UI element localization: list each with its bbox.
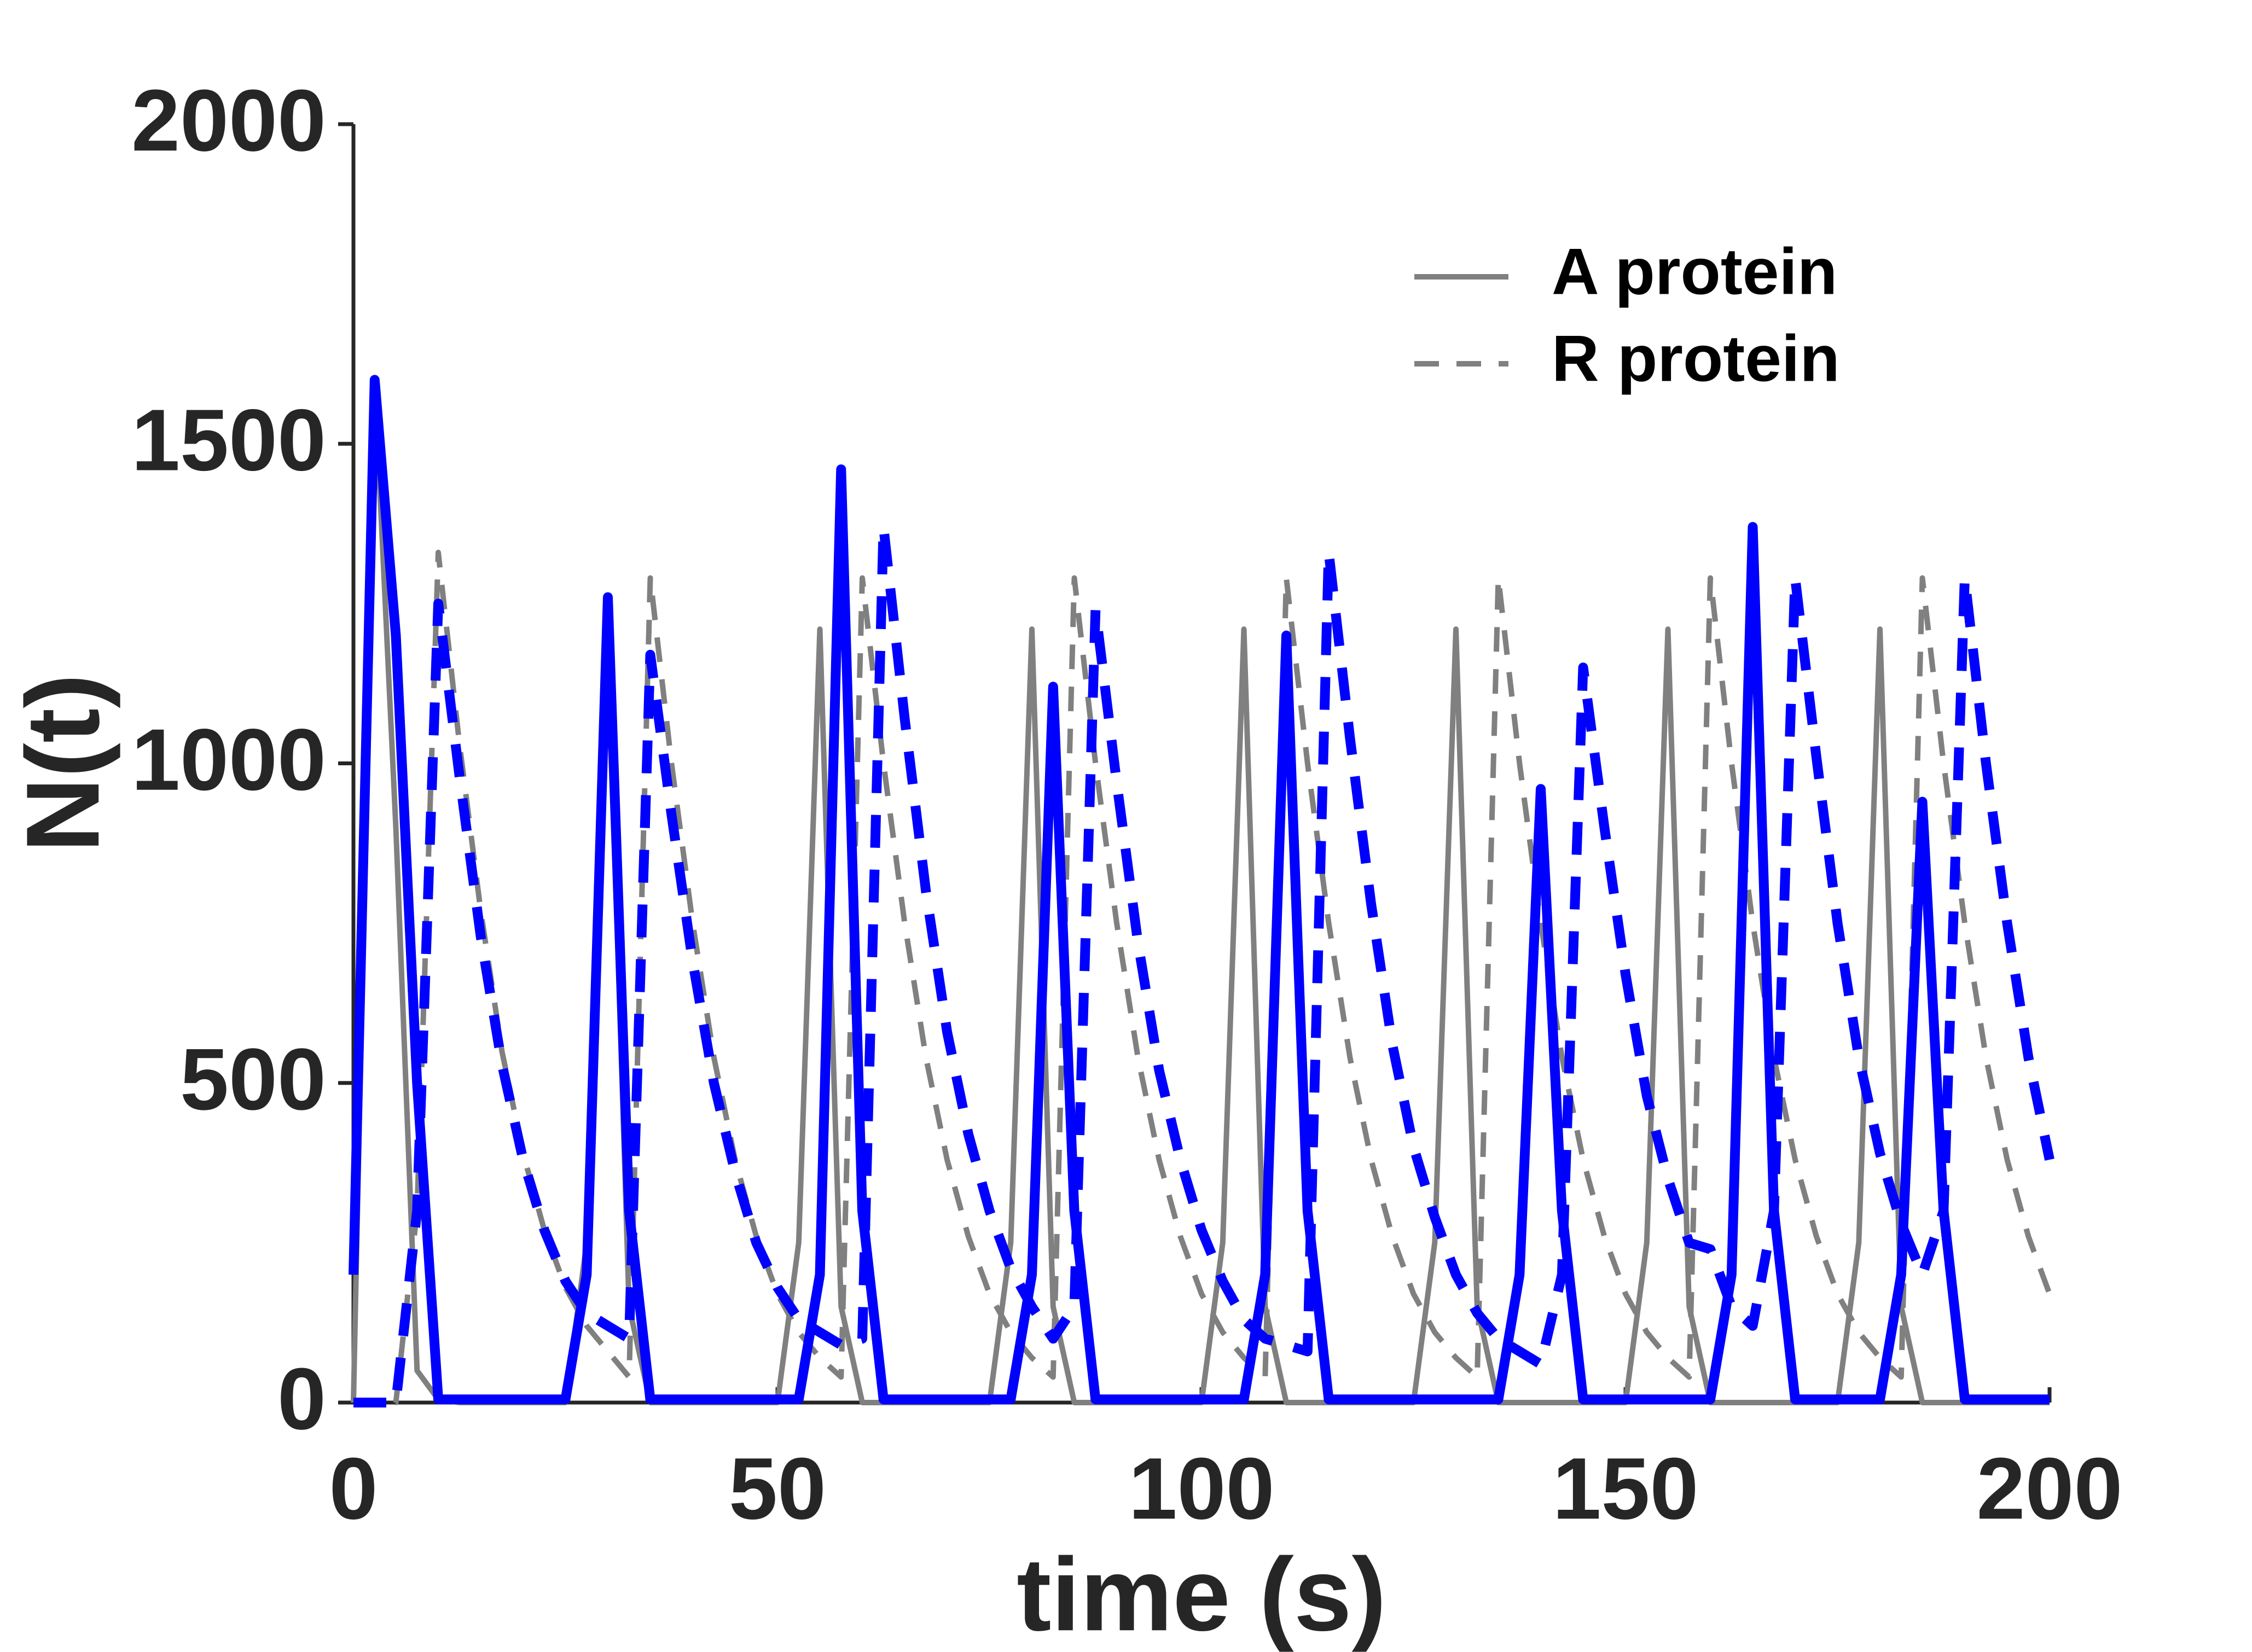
x-tick-label: 0 bbox=[329, 1439, 378, 1537]
x-tick-label: 150 bbox=[1553, 1439, 1699, 1537]
y-axis-label: N(t) bbox=[5, 673, 121, 852]
series-line bbox=[351, 377, 2050, 1405]
series-line bbox=[349, 375, 2050, 1405]
x-tick-label: 100 bbox=[1129, 1439, 1275, 1537]
x-tick-label: 200 bbox=[1977, 1439, 2123, 1537]
series-line bbox=[353, 549, 2052, 1405]
series-line bbox=[353, 522, 2054, 1407]
y-tick-label: 2000 bbox=[131, 71, 326, 169]
x-axis-label: time (s) bbox=[1017, 1537, 1386, 1652]
y-tick-label: 0 bbox=[277, 1349, 326, 1447]
legend-label: A protein bbox=[1552, 235, 1837, 309]
legend-label: R protein bbox=[1552, 322, 1840, 395]
y-tick-label: 1500 bbox=[131, 391, 326, 489]
y-tick-label: 500 bbox=[180, 1030, 326, 1128]
y-tick-label: 1000 bbox=[131, 711, 326, 808]
x-tick-label: 50 bbox=[729, 1439, 826, 1537]
